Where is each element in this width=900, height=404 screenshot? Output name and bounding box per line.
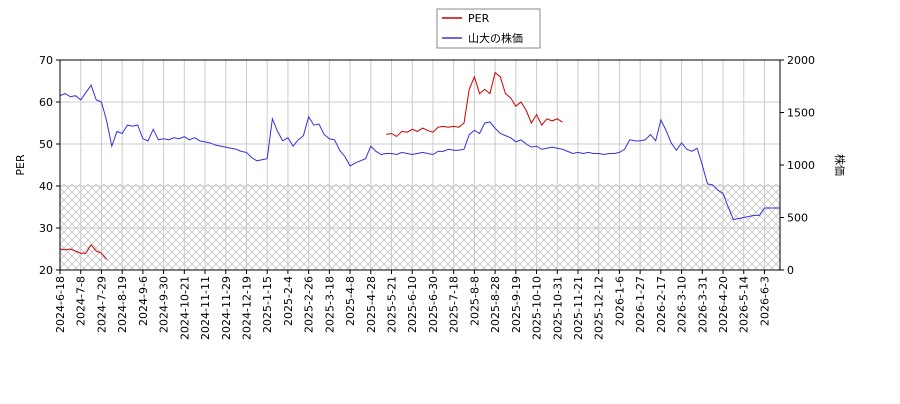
x-tick-label: 2024-11-29 (220, 276, 233, 340)
y-tick-label: 20 (39, 264, 53, 277)
x-tick-label: 2024-10-21 (178, 276, 191, 340)
x-tick-label: 2025-7-18 (448, 276, 461, 333)
y2-tick-label: 2000 (787, 54, 815, 67)
x-tick-label: 2026-6-3 (758, 276, 771, 326)
x-tick-label: 2025-4-28 (365, 276, 378, 333)
y2-tick-label: 1000 (787, 159, 815, 172)
x-tick-label: 2024-11-11 (199, 276, 212, 340)
x-tick-label: 2024-8-19 (116, 276, 129, 333)
y2-tick-label: 0 (787, 264, 794, 277)
x-tick-label: 2024-12-19 (240, 276, 253, 340)
x-tick-label: 2024-9-6 (137, 276, 150, 326)
x-tick-label: 2026-4-20 (717, 276, 730, 333)
x-tick-label: 2025-8-28 (489, 276, 502, 333)
y-tick-label: 40 (39, 180, 53, 193)
legend-label: PER (468, 12, 490, 25)
line-series (59, 84, 780, 221)
x-tick-label: 2026-3-31 (696, 276, 709, 333)
y-axis-label: PER (14, 154, 27, 176)
x-tick-label: 2025-8-8 (468, 276, 481, 326)
x-tick-label: 2024-7-8 (75, 276, 88, 326)
y-tick-label: 70 (39, 54, 53, 67)
x-tick-label: 2025-5-21 (386, 276, 399, 333)
x-tick-label: 2026-5-14 (738, 276, 751, 333)
x-tick-label: 2025-4-8 (344, 276, 357, 326)
y-tick-label: 30 (39, 222, 53, 235)
x-tick-label: 2025-12-12 (593, 276, 606, 340)
x-tick-label: 2025-6-10 (406, 276, 419, 333)
x-tick-label: 2025-6-30 (427, 276, 440, 333)
y-tick-label: 50 (39, 138, 53, 151)
plot-frame (59, 59, 781, 271)
x-tick-label: 2025-2-26 (303, 276, 316, 333)
x-tick-label: 2025-2-4 (282, 276, 295, 326)
y2-tick-label: 1500 (787, 107, 815, 120)
hatched-band (60, 184, 780, 270)
legend-label: 山大の株価 (468, 31, 523, 45)
y2-axis-label: 株価 (833, 154, 847, 176)
x-tick-label: 2025-3-18 (323, 276, 336, 333)
x-tick-label: 2025-10-31 (551, 276, 564, 340)
x-tick-label: 2024-9-30 (158, 276, 171, 333)
y-tick-label: 60 (39, 96, 53, 109)
x-tick-label: 2025-10-10 (531, 276, 544, 340)
line-series (59, 71, 563, 260)
x-tick-label: 2024-7-29 (95, 276, 108, 333)
x-tick-label: 2026-1-27 (634, 276, 647, 333)
x-tick-label: 2026-1-6 (613, 276, 626, 326)
y2-tick-label: 500 (787, 212, 808, 225)
x-tick-label: 2025-11-21 (572, 276, 585, 340)
legend (436, 8, 541, 49)
x-tick-label: 2026-3-10 (676, 276, 689, 333)
x-tick-label: 2024-6-18 (54, 276, 67, 333)
x-tick-label: 2026-2-17 (655, 276, 668, 333)
x-tick-label: 2025-1-15 (261, 276, 274, 333)
x-tick-label: 2025-9-19 (510, 276, 523, 333)
